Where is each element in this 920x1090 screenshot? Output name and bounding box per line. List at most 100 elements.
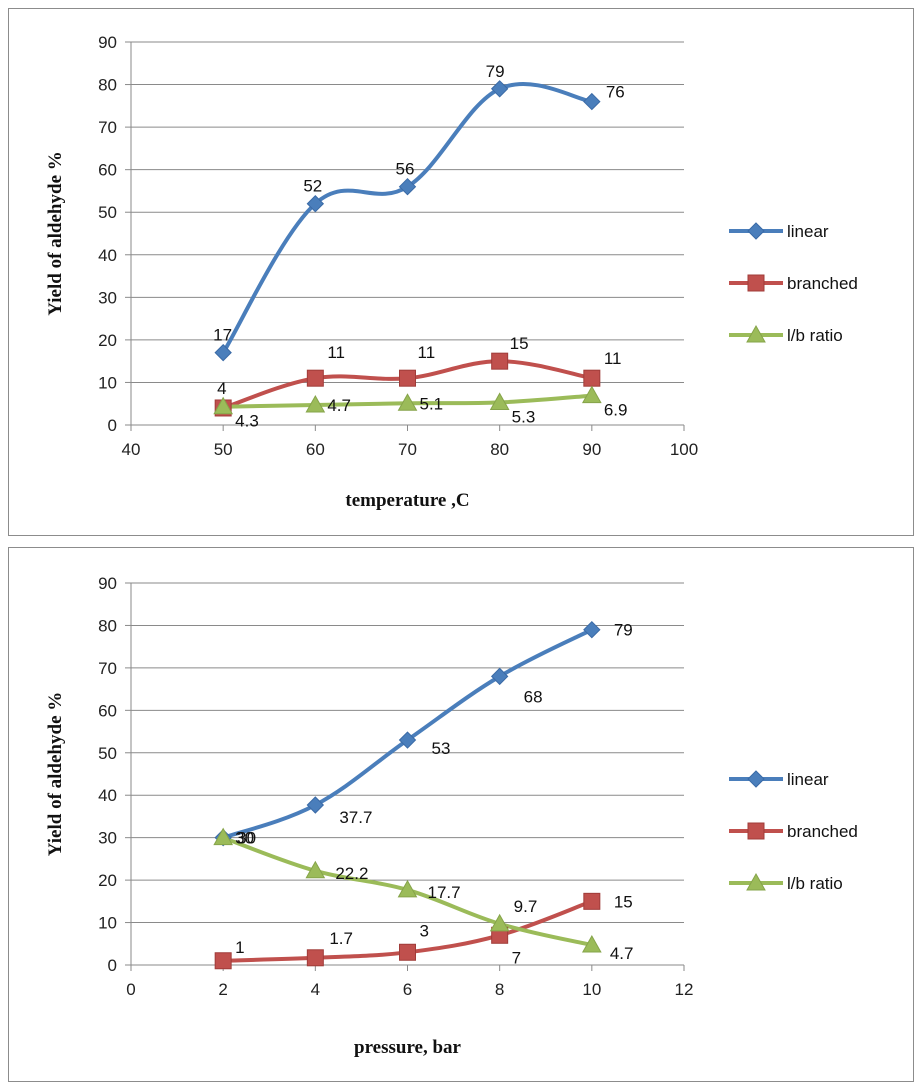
data-point (583, 620, 601, 639)
data-label: 5.3 (512, 407, 536, 426)
legend-label: branched (787, 822, 858, 841)
data-point (581, 385, 602, 404)
data-label: 37.7 (339, 808, 372, 827)
legend-label: linear (787, 770, 829, 789)
data-label: 17 (213, 326, 232, 345)
x-tick-label: 100 (670, 440, 698, 459)
y-axis-title: Yield of aldehyde % (45, 151, 66, 316)
y-tick-label: 20 (98, 331, 117, 350)
data-point (306, 796, 325, 814)
x-tick-label: 10 (582, 980, 601, 999)
data-point (583, 892, 601, 910)
y-tick-label: 80 (98, 76, 117, 95)
data-label: 30 (237, 829, 256, 848)
y-tick-label: 50 (98, 744, 117, 763)
series-markers (213, 385, 602, 415)
data-label: 76 (606, 83, 625, 102)
data-label: 52 (303, 177, 322, 196)
data-label: 4.7 (327, 396, 351, 415)
series-markers (214, 80, 601, 362)
data-point (489, 913, 510, 932)
data-label: 17.7 (428, 883, 461, 902)
data-point (397, 393, 418, 411)
legend-marker (746, 324, 766, 343)
data-label: 1.7 (329, 929, 353, 948)
y-tick-label: 0 (108, 416, 117, 435)
y-tick-label: 20 (98, 871, 117, 890)
temperature-chart-svg: 0 10 20 30 40 50 60 70 80 90 40 50 60 70 80 90 100 temper… (45, 33, 858, 511)
data-label: 79 (614, 621, 633, 640)
x-axis-title: pressure, bar (354, 1037, 462, 1058)
y-tick-label: 40 (98, 786, 117, 805)
data-point (583, 92, 601, 111)
data-label: 6.9 (604, 401, 628, 420)
x-tick-label: 6 (403, 980, 412, 999)
data-label: 1 (235, 938, 244, 957)
x-tick-label: 50 (214, 440, 233, 459)
data-label: 15 (510, 334, 529, 353)
x-tick-label: 8 (495, 980, 504, 999)
x-tick-label: 2 (218, 980, 227, 999)
pressure-chart: 0 10 20 30 40 50 60 70 80 90 0 2 4 6 8 10 12 pressure, ba… (8, 547, 914, 1082)
data-label: 30 (235, 829, 254, 848)
y-tick-label: 90 (98, 33, 117, 52)
data-label: 79 (486, 62, 505, 81)
y-tick-label: 70 (98, 118, 117, 137)
y-tick-label: 70 (98, 659, 117, 678)
data-point (399, 369, 416, 387)
data-point (490, 667, 509, 686)
legend-label: l/b ratio (787, 326, 843, 345)
data-point (305, 860, 326, 879)
temperature-chart: 0 10 20 30 40 50 60 70 80 90 40 50 60 70 80 90 100 temper… (8, 8, 914, 536)
y-tick-label: 40 (98, 246, 117, 265)
y-axis-title: Yield of aldehyde % (45, 692, 66, 857)
data-point (306, 195, 325, 213)
y-tick-label: 60 (98, 161, 117, 180)
data-label: 56 (396, 160, 415, 179)
y-tick-label: 10 (98, 373, 117, 392)
legend-marker (747, 822, 765, 840)
x-tick-label: 40 (122, 440, 141, 459)
data-point (489, 392, 510, 410)
legend-label: branched (787, 274, 858, 293)
data-point (398, 177, 417, 196)
legend-marker (747, 222, 765, 240)
data-point (213, 396, 234, 415)
legend-label: l/b ratio (787, 874, 843, 893)
data-label: 3 (420, 921, 429, 940)
x-tick-label: 0 (126, 980, 135, 999)
data-label: 11 (604, 349, 622, 368)
x-tick-label: 70 (398, 440, 417, 459)
data-label: 11 (327, 343, 345, 362)
data-point (305, 394, 326, 413)
data-label: 22.2 (335, 864, 368, 883)
data-point (399, 943, 416, 961)
data-label: 4.3 (235, 412, 259, 431)
x-tick-label: 90 (582, 440, 601, 459)
legend: linear branched l/b ratio (729, 222, 858, 345)
y-tick-label: 60 (98, 701, 117, 720)
data-point (397, 879, 418, 898)
series-linear (221, 82, 593, 354)
data-point (306, 949, 324, 967)
data-label: 5.1 (420, 394, 444, 413)
data-label: 9.7 (514, 897, 538, 916)
data-point (581, 935, 602, 953)
y-tick-label: 0 (108, 956, 117, 975)
y-tick-label: 80 (98, 616, 117, 635)
data-label: 53 (432, 739, 451, 758)
data-label: 11 (418, 343, 436, 362)
y-tick-label: 30 (98, 288, 117, 307)
series-line (221, 82, 593, 354)
y-tick-label: 30 (98, 829, 117, 848)
data-label: 68 (524, 687, 543, 706)
y-tick-label: 10 (98, 914, 117, 933)
data-point (490, 80, 509, 98)
legend-marker (747, 274, 765, 292)
x-tick-label: 60 (306, 440, 325, 459)
x-tick-label: 12 (675, 980, 694, 999)
data-point (398, 731, 417, 749)
legend-label: linear (787, 222, 829, 241)
data-label: 4.7 (610, 944, 634, 963)
